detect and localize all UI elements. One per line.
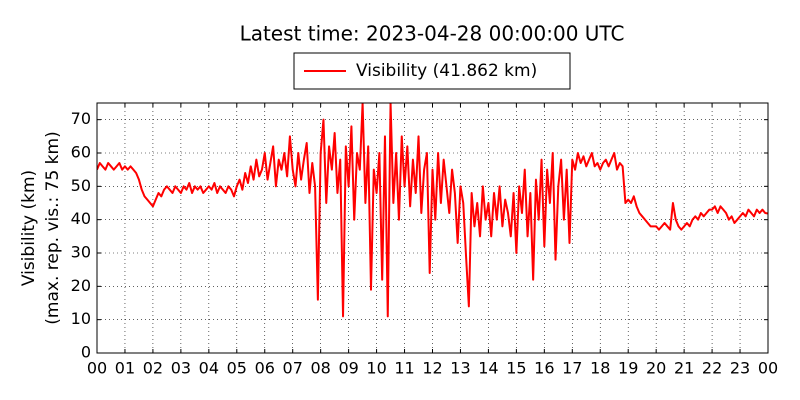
y-tick-label: 20 [71,276,91,295]
x-tick-label: 13 [450,359,470,378]
x-tick-label: 07 [283,359,303,378]
y-tick-label: 70 [71,109,91,128]
y-label-line: Visibility (km) [19,170,39,286]
x-tick-label: 08 [310,359,330,378]
x-tick-label: 11 [394,359,414,378]
x-tick-label: 17 [562,359,582,378]
x-tick-label: 16 [534,359,554,378]
y-tick-label: 60 [71,143,91,162]
x-tick-label: 10 [366,359,386,378]
x-tick-label: 15 [506,359,526,378]
x-tick-label: 19 [618,359,638,378]
x-tick-label: 04 [199,359,219,378]
x-tick-label: 05 [227,359,247,378]
y-tick-label: 10 [71,309,91,328]
legend: Visibility (41.862 km) [293,52,571,90]
x-tick-label: 18 [590,359,610,378]
y-tick-label: 40 [71,209,91,228]
y-tick-label: 50 [71,176,91,195]
x-tick-label: 00 [87,359,107,378]
x-tick-label: 23 [730,359,750,378]
y-tick-label: 0 [81,343,91,362]
x-tick-label: 12 [422,359,442,378]
x-tick-label: 22 [702,359,722,378]
x-tick-label: 02 [143,359,163,378]
x-tick-label: 01 [115,359,135,378]
x-tick-label: 14 [478,359,498,378]
data-line [97,103,768,318]
plot-frame [96,102,769,354]
y-axis-label: Visibility (km) (max. rep. vis.: 75 km) [19,131,63,324]
x-tick-label: 03 [171,359,191,378]
x-tick-label: 20 [646,359,666,378]
legend-label: Visibility (41.862 km) [356,61,537,81]
y-label-line: (max. rep. vis.: 75 km) [43,131,63,324]
x-tick-label: 21 [674,359,694,378]
x-tick-label: 06 [255,359,275,378]
x-tick-label: 09 [338,359,358,378]
chart-title: Latest time: 2023-04-28 00:00:00 UTC [240,22,625,46]
x-tick-label: 00 [758,359,778,378]
y-tick-label: 30 [71,243,91,262]
